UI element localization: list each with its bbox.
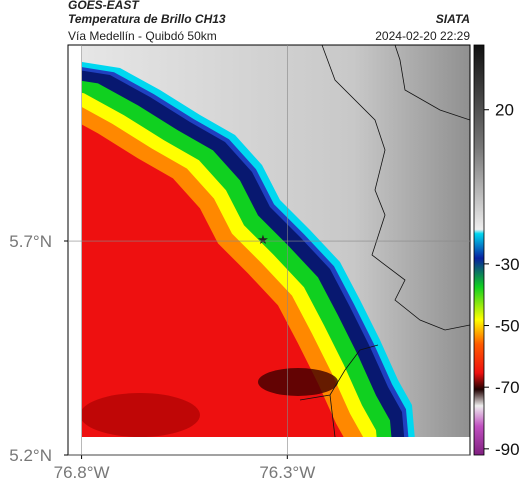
colorbar-tick-label: -70 [495, 378, 520, 397]
cold-spot [82, 393, 200, 437]
border-line [394, 45, 470, 121]
cloud-band [82, 105, 344, 437]
x-tick-label: 76.8°W [54, 463, 110, 482]
x-tick-label: 76.3°W [259, 463, 315, 482]
border-line [321, 45, 470, 331]
timestamp: 2024-02-20 22:29 [375, 29, 470, 43]
y-tick-label: 5.7°N [9, 232, 52, 251]
y-tick-label: 5.2°N [9, 446, 52, 465]
colorbar [473, 44, 485, 456]
colorbar-tick-label: 20 [495, 101, 514, 120]
station-marker: ★ [257, 232, 269, 247]
colorbar-tick-label: -90 [495, 440, 520, 459]
cold-spot [258, 368, 338, 396]
colorbar-tick-label: -50 [495, 317, 520, 336]
map-image: ★ [82, 45, 470, 437]
caption: Vía Medellín - Quibdó 50km [68, 29, 217, 43]
subtitle: Temperatura de Brillo CH13 [68, 12, 226, 26]
right-title: SIATA [436, 12, 470, 26]
colorbar-tick-label: -30 [495, 255, 520, 274]
title: GOES-EAST [68, 0, 140, 12]
border-line [299, 344, 379, 437]
